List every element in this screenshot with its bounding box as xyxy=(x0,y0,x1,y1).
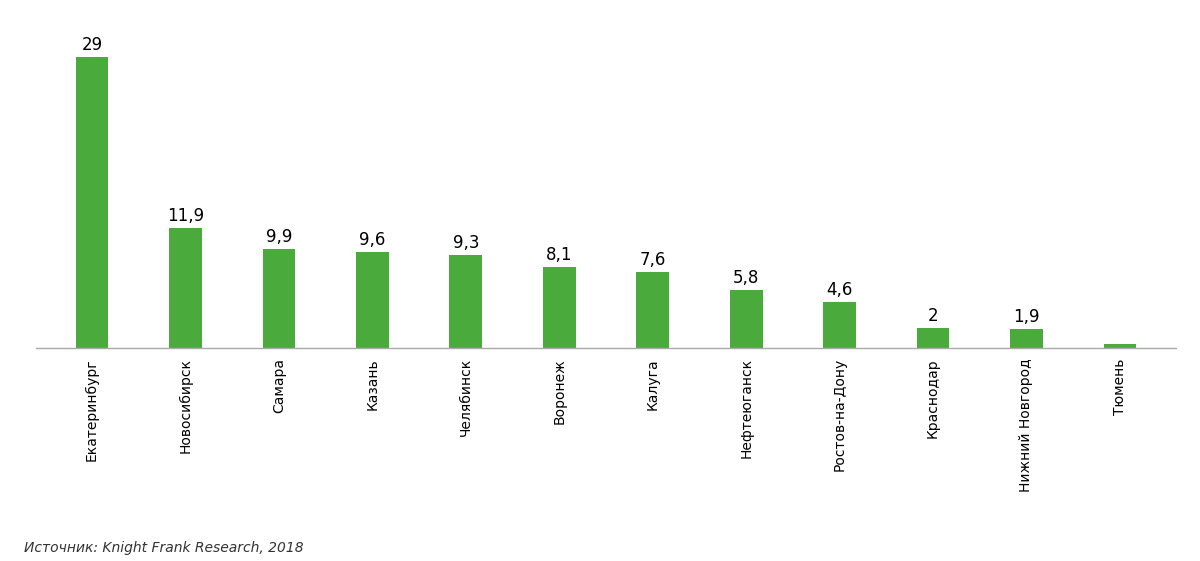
Bar xyxy=(76,57,108,348)
Bar xyxy=(542,266,576,348)
Text: 2: 2 xyxy=(928,307,938,325)
Bar xyxy=(1104,344,1136,348)
Bar xyxy=(450,255,482,348)
Bar xyxy=(823,302,856,348)
Text: 9,9: 9,9 xyxy=(265,228,292,246)
Bar xyxy=(917,328,949,348)
Bar xyxy=(730,289,762,348)
Text: 9,3: 9,3 xyxy=(452,233,479,251)
Text: 29: 29 xyxy=(82,36,103,54)
Text: 1,9: 1,9 xyxy=(1013,308,1039,326)
Bar xyxy=(169,228,202,348)
Bar xyxy=(263,249,295,348)
Text: 11,9: 11,9 xyxy=(167,208,204,226)
Text: 5,8: 5,8 xyxy=(733,269,760,287)
Text: 9,6: 9,6 xyxy=(359,231,385,249)
Text: Источник: Knight Frank Research, 2018: Источник: Knight Frank Research, 2018 xyxy=(24,541,304,555)
Text: 8,1: 8,1 xyxy=(546,246,572,264)
Text: 7,6: 7,6 xyxy=(640,251,666,269)
Text: 4,6: 4,6 xyxy=(827,280,853,298)
Bar xyxy=(636,272,670,348)
Bar xyxy=(356,251,389,348)
Bar xyxy=(1010,329,1043,348)
